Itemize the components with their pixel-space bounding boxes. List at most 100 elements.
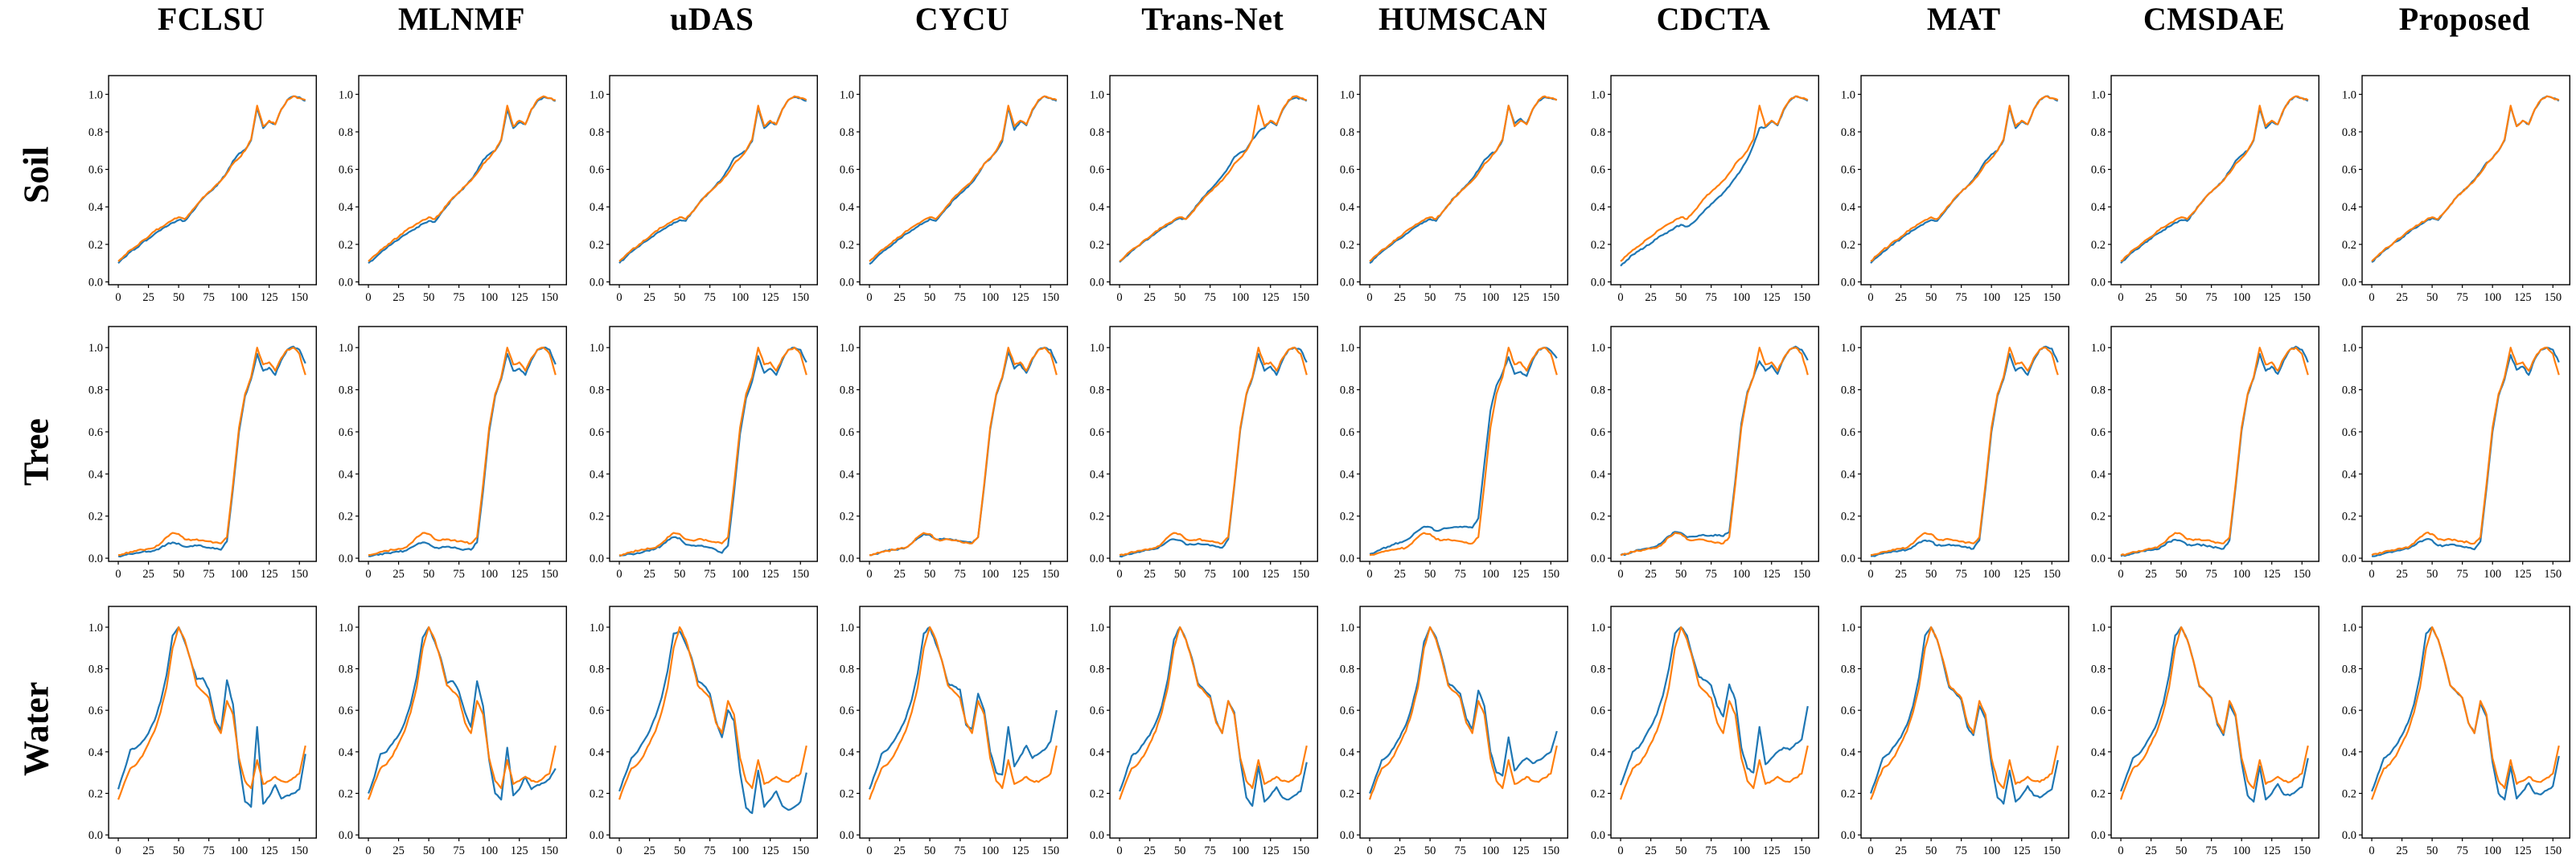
y-tick-label: 1.0 xyxy=(2342,342,2356,355)
x-tick-label: 125 xyxy=(2013,568,2031,581)
x-tick-label: 0 xyxy=(115,844,121,857)
y-tick-label: 0.2 xyxy=(840,511,854,524)
series-orange-line xyxy=(368,347,557,557)
y-tick-label: 0.4 xyxy=(1090,201,1105,214)
y-tick-label: 1.0 xyxy=(840,88,854,101)
x-tick-label: 100 xyxy=(981,291,999,304)
y-tick-label: 0.8 xyxy=(1340,384,1354,397)
y-tick-label: 0.8 xyxy=(840,126,854,139)
series-orange-line xyxy=(1620,347,1809,557)
line-chart: 0.0 0.2 0.4 0.6 0.8 1.0 0 25 50 75 100 125 150 xyxy=(589,606,818,857)
x-tick-label: 100 xyxy=(2484,844,2501,857)
series-blue-line xyxy=(618,347,807,557)
x-tick-label: 25 xyxy=(1395,844,1407,857)
x-tick-label: 150 xyxy=(791,291,809,304)
x-tick-label: 25 xyxy=(2396,291,2408,304)
x-tick-label: 150 xyxy=(2544,568,2562,581)
y-tick-label: 0.8 xyxy=(589,663,603,676)
x-tick-label: 150 xyxy=(290,291,308,304)
series-orange-line xyxy=(868,626,1058,800)
line-chart: 0.0 0.2 0.4 0.6 0.8 1.0 0 25 50 75 100 125 150 xyxy=(1591,606,1819,857)
x-tick-label: 100 xyxy=(230,568,248,581)
line-chart: 0.0 0.2 0.4 0.6 0.8 1.0 0 25 50 75 100 125 150 xyxy=(1591,326,1819,581)
series-orange-line xyxy=(1871,347,2059,557)
series-orange-line xyxy=(1870,626,2059,800)
y-tick-label: 0.6 xyxy=(1340,426,1354,439)
x-tick-label: 75 xyxy=(954,568,966,581)
x-tick-label: 50 xyxy=(2426,844,2438,857)
x-tick-label: 25 xyxy=(142,844,154,857)
x-tick-label: 0 xyxy=(1117,844,1123,857)
x-tick-label: 100 xyxy=(1732,568,1750,581)
series-orange-line xyxy=(1619,626,1809,800)
y-tick-label: 0.6 xyxy=(2091,426,2106,439)
x-tick-label: 125 xyxy=(261,291,278,304)
x-tick-label: 150 xyxy=(1543,291,1560,304)
series-orange-line xyxy=(618,626,807,800)
y-tick-label: 1.0 xyxy=(2342,622,2356,635)
subplot-tree-cycu: 0.0 0.2 0.4 0.6 0.8 1.0 0 25 50 75 100 125 150 xyxy=(824,314,1074,590)
x-tick-label: 75 xyxy=(1956,291,1968,304)
subplot-soil-udas: 0.0 0.2 0.4 0.6 0.8 1.0 0 25 50 75 100 125 150 xyxy=(573,37,824,314)
grid-corner-spacer xyxy=(0,0,72,37)
y-tick-label: 0.2 xyxy=(1591,511,1605,524)
y-tick-label: 0.0 xyxy=(1841,553,1855,565)
y-tick-label: 0.6 xyxy=(339,705,353,717)
x-tick-label: 50 xyxy=(423,568,435,581)
line-chart: 0.0 0.2 0.4 0.6 0.8 1.0 0 25 50 75 100 125 150 xyxy=(1841,326,2070,581)
y-tick-label: 0.4 xyxy=(88,746,104,759)
series-orange-line xyxy=(869,347,1058,557)
y-tick-label: 0.6 xyxy=(1841,164,1855,177)
x-tick-label: 25 xyxy=(2396,844,2408,857)
y-tick-label: 0.0 xyxy=(1090,829,1104,842)
y-tick-label: 0.4 xyxy=(1841,468,1856,481)
y-tick-label: 0.0 xyxy=(840,829,854,842)
x-tick-label: 75 xyxy=(454,291,466,304)
y-tick-label: 0.2 xyxy=(1090,511,1104,524)
x-tick-label: 150 xyxy=(1543,844,1560,857)
column-header-mat: MAT xyxy=(1926,0,2001,37)
y-tick-label: 0.6 xyxy=(840,426,854,439)
y-tick-label: 1.0 xyxy=(2342,88,2356,101)
x-tick-label: 125 xyxy=(2514,291,2532,304)
y-tick-label: 1.0 xyxy=(1591,342,1605,355)
y-tick-label: 0.8 xyxy=(2342,663,2356,676)
x-tick-label: 50 xyxy=(924,568,936,581)
y-tick-label: 1.0 xyxy=(1340,342,1354,355)
x-tick-label: 25 xyxy=(1895,568,1907,581)
y-tick-label: 0.6 xyxy=(1841,705,1855,717)
x-tick-label: 50 xyxy=(1925,844,1937,857)
series-orange-line xyxy=(1369,626,1559,800)
y-tick-label: 0.4 xyxy=(1841,746,1856,759)
x-tick-label: 25 xyxy=(2146,291,2158,304)
y-tick-label: 0.2 xyxy=(2091,787,2106,800)
x-tick-label: 50 xyxy=(1424,568,1436,581)
x-tick-label: 150 xyxy=(791,568,809,581)
x-tick-label: 125 xyxy=(1763,844,1781,857)
x-tick-label: 25 xyxy=(2146,844,2158,857)
x-tick-label: 100 xyxy=(2233,568,2251,581)
x-tick-label: 125 xyxy=(1763,568,1781,581)
x-tick-label: 125 xyxy=(761,291,779,304)
y-tick-label: 0.0 xyxy=(88,553,103,565)
x-tick-label: 150 xyxy=(1793,291,1810,304)
x-tick-label: 50 xyxy=(1675,291,1687,304)
x-tick-label: 0 xyxy=(115,568,121,581)
y-tick-label: 0.4 xyxy=(88,201,104,214)
x-tick-label: 125 xyxy=(511,844,528,857)
y-tick-label: 0.2 xyxy=(589,511,603,524)
x-tick-label: 150 xyxy=(290,568,308,581)
x-tick-label: 150 xyxy=(791,844,809,857)
series-orange-line xyxy=(618,95,807,262)
line-chart: 0.0 0.2 0.4 0.6 0.8 1.0 0 25 50 75 100 125 150 xyxy=(1090,326,1319,581)
series-blue-line xyxy=(1619,626,1809,786)
y-tick-label: 0.2 xyxy=(1591,239,1605,252)
y-tick-label: 0.8 xyxy=(1090,126,1104,139)
subplot-tree-udas: 0.0 0.2 0.4 0.6 0.8 1.0 0 25 50 75 100 125 150 xyxy=(573,314,824,590)
y-tick-label: 0.6 xyxy=(2091,164,2106,177)
x-tick-label: 75 xyxy=(2206,568,2218,581)
x-tick-label: 0 xyxy=(616,844,622,857)
y-tick-label: 0.2 xyxy=(2091,511,2106,524)
subplot-water-transnet: 0.0 0.2 0.4 0.6 0.8 1.0 0 25 50 75 100 125 150 xyxy=(1074,590,1324,867)
series-blue-line xyxy=(117,345,306,558)
